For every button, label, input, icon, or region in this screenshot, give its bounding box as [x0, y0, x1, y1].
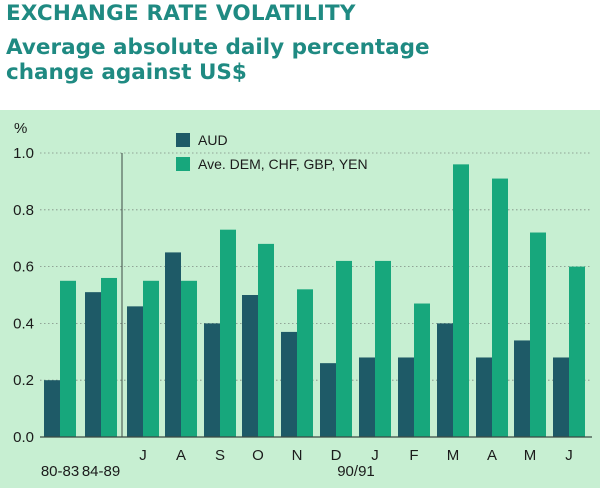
- bar-average: [453, 164, 469, 438]
- bar-average: [414, 303, 430, 437]
- chart-subtitle: Average absolute daily percentage change…: [6, 35, 430, 85]
- bar-aud: [281, 331, 297, 437]
- x-tick-label: A: [487, 447, 497, 464]
- x-tick-label: D: [331, 447, 342, 464]
- x-tick-label: J: [139, 447, 147, 464]
- legend: AUD Ave. DEM, CHF, GBP, YEN: [176, 132, 368, 172]
- bar-average: [143, 280, 159, 437]
- legend-label-aud: AUD: [198, 132, 228, 148]
- x-tick-label: N: [292, 447, 303, 464]
- bar-average: [492, 178, 508, 437]
- y-tick-label: 0.2: [13, 372, 34, 389]
- x-tick-label: J: [565, 447, 573, 464]
- bar-aud: [437, 323, 453, 437]
- bar-average: [181, 280, 197, 437]
- x-tick-label: J: [371, 447, 379, 464]
- bar-aud: [553, 357, 569, 437]
- legend-label-average: Ave. DEM, CHF, GBP, YEN: [198, 156, 368, 172]
- legend-swatch-average: [176, 157, 190, 171]
- bar-average: [220, 229, 236, 437]
- x-period-label: 90/91: [337, 463, 375, 480]
- x-tick-label: O: [252, 447, 264, 464]
- x-tick-label: 84-89: [82, 463, 120, 480]
- bar-average: [530, 232, 546, 437]
- bar-aud: [44, 380, 60, 437]
- bar-average: [258, 243, 274, 437]
- legend-swatch-aud: [176, 133, 190, 147]
- y-tick-label: 0.0: [13, 429, 34, 446]
- bar-aud: [85, 292, 101, 437]
- x-tick-label: S: [215, 447, 225, 464]
- bar-aud: [359, 357, 375, 437]
- bar-average: [101, 277, 117, 437]
- bar-average: [297, 289, 313, 437]
- x-tick-label: M: [447, 447, 460, 464]
- bar-average: [569, 266, 585, 437]
- x-tick-label: M: [524, 447, 537, 464]
- y-tick-label: 0.4: [13, 315, 34, 332]
- axes: 80-83 84-89J A S O N D J F M A M J90/91: [40, 153, 592, 480]
- bar-aud: [242, 295, 258, 437]
- bar-aud: [320, 363, 336, 437]
- bars: [44, 164, 585, 438]
- x-tick-label: 80-83: [41, 463, 79, 480]
- bar-aud: [476, 357, 492, 437]
- y-tick-label: 1.0: [13, 145, 34, 162]
- bar-average: [336, 260, 352, 437]
- x-tick-label: A: [176, 447, 186, 464]
- y-axis-unit-label: %: [14, 120, 27, 137]
- bar-aud: [165, 252, 181, 437]
- bar-average: [60, 280, 76, 437]
- x-tick-label: F: [409, 447, 418, 464]
- bar-aud: [398, 357, 414, 437]
- bar-aud: [514, 340, 530, 437]
- chart-title: EXCHANGE RATE VOLATILITY: [6, 1, 356, 26]
- bar-aud: [127, 306, 143, 437]
- bar-average: [375, 260, 391, 437]
- y-tick-label: 0.8: [13, 202, 34, 219]
- bar-aud: [204, 323, 220, 437]
- y-tick-label: 0.6: [13, 259, 34, 276]
